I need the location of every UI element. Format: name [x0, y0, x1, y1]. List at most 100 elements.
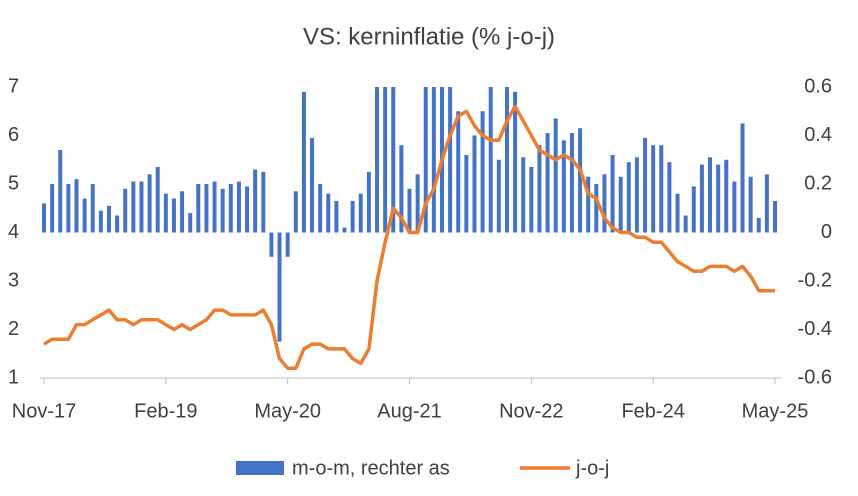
- legend-swatch: [236, 461, 284, 475]
- bar: [618, 176, 623, 233]
- bar: [423, 87, 428, 233]
- bar: [513, 91, 518, 233]
- bar: [236, 181, 241, 233]
- bar: [188, 213, 193, 233]
- bar: [594, 184, 599, 233]
- bar: [318, 184, 323, 233]
- bar: [708, 157, 713, 233]
- y2-tick-label: -0.2: [798, 269, 832, 291]
- bar: [147, 174, 152, 233]
- bar: [643, 137, 648, 233]
- y-tick-label: 5: [8, 172, 19, 194]
- bar: [448, 87, 453, 233]
- bar: [261, 171, 266, 233]
- legend-label: m-o-m, rechter as: [292, 457, 450, 479]
- bar: [456, 111, 461, 233]
- y2-tick-label: 0.6: [804, 75, 832, 97]
- bar: [716, 164, 721, 233]
- y-tick-label: 1: [8, 366, 19, 388]
- bar: [504, 87, 509, 233]
- bar: [155, 167, 160, 233]
- bar: [220, 188, 225, 233]
- bar: [293, 191, 298, 233]
- bar: [326, 193, 331, 233]
- bar: [212, 181, 217, 233]
- chart-title: VS: kerninflatie (% j-o-j): [303, 23, 555, 50]
- bar: [407, 188, 412, 233]
- bar: [383, 87, 388, 233]
- bar: [553, 118, 558, 233]
- bar: [342, 227, 347, 233]
- bar: [131, 181, 136, 233]
- y-tick-label: 6: [8, 124, 19, 146]
- bar: [358, 193, 363, 233]
- bar: [90, 184, 95, 233]
- bar: [228, 184, 233, 233]
- bar: [488, 87, 493, 233]
- bar: [521, 157, 526, 233]
- bar: [204, 184, 209, 233]
- x-tick-label: Nov-22: [499, 400, 563, 422]
- bar: [683, 215, 688, 233]
- bar: [123, 188, 128, 233]
- y2-tick-label: -0.4: [798, 318, 832, 340]
- bar: [74, 179, 79, 233]
- y2-tick-label: 0: [821, 221, 832, 243]
- bar: [50, 184, 55, 233]
- bar: [691, 186, 696, 233]
- bar-group: [42, 87, 777, 342]
- bar: [277, 232, 282, 342]
- bar: [740, 123, 745, 233]
- bar: [375, 87, 380, 233]
- bar: [66, 184, 71, 233]
- bar: [42, 203, 46, 233]
- bar: [196, 184, 201, 233]
- bar: [529, 167, 534, 233]
- bar: [764, 174, 769, 233]
- bar: [464, 154, 469, 233]
- y2-tick-label: -0.6: [798, 366, 832, 388]
- bar: [651, 145, 656, 233]
- line: [43, 104, 775, 371]
- x-tick-label: May-25: [742, 400, 809, 422]
- bar: [334, 200, 339, 233]
- bar: [578, 128, 583, 233]
- bar: [391, 87, 396, 233]
- bar: [285, 232, 290, 257]
- y2-tick-label: 0.4: [804, 124, 832, 146]
- x-tick-label: May-20: [254, 400, 321, 422]
- bar: [98, 210, 103, 233]
- bar: [659, 145, 664, 233]
- bar: [626, 162, 631, 233]
- bar: [561, 140, 566, 233]
- bar: [586, 176, 591, 233]
- bar: [480, 111, 485, 233]
- x-tick-label: Feb-19: [134, 400, 197, 422]
- x-tick-label: Feb-24: [621, 400, 684, 422]
- y-tick-label: 4: [8, 221, 19, 243]
- bar: [115, 215, 120, 233]
- y-tick-label: 3: [8, 269, 19, 291]
- bar: [301, 91, 306, 233]
- bar: [756, 217, 761, 233]
- bar: [675, 193, 680, 233]
- bar: [634, 157, 639, 233]
- bar: [310, 137, 315, 233]
- bar: [58, 150, 63, 233]
- bar: [773, 200, 777, 233]
- bar: [472, 135, 477, 233]
- bar: [180, 191, 185, 233]
- bar: [545, 133, 550, 233]
- bar: [269, 232, 274, 257]
- bar: [139, 181, 144, 233]
- x-tick-label: Nov-17: [12, 400, 76, 422]
- bar: [82, 198, 87, 233]
- bar: [537, 145, 542, 233]
- bar: [245, 186, 250, 233]
- y-tick-label: 7: [8, 75, 19, 97]
- bar: [399, 145, 404, 233]
- bar: [253, 169, 258, 233]
- bar: [667, 162, 672, 233]
- bar: [106, 205, 111, 233]
